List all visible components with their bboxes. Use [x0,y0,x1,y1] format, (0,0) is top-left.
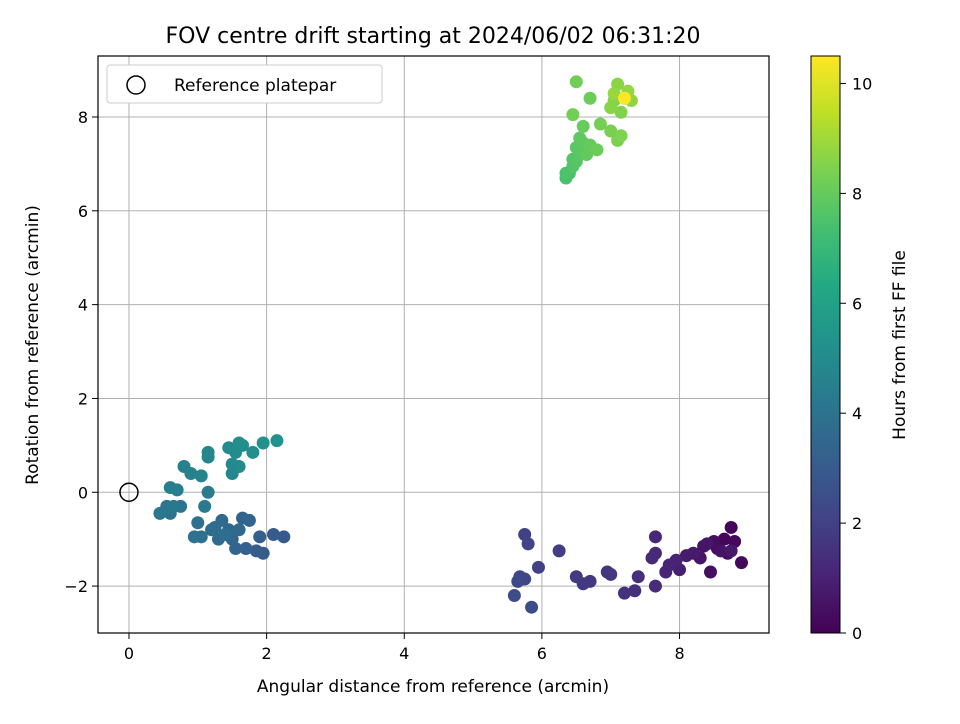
data-point [242,513,256,527]
data-point [511,574,525,588]
x-tick-label: 2 [262,644,272,663]
colorbar: 0 2 4 6 8 10 Hours from first FF file [810,55,910,643]
data-point [270,434,284,448]
data-point [201,485,215,499]
data-point [184,467,198,481]
data-point [645,551,659,565]
colorbar-gradient [810,55,841,634]
data-point [714,544,728,558]
data-point [253,530,267,544]
data-point [163,481,177,495]
data-point [507,588,521,602]
data-point [232,436,246,450]
data-point [531,560,545,574]
legend-box [106,64,383,104]
data-point [239,542,253,556]
data-point [218,527,232,541]
data-point [593,117,607,131]
data-point [734,556,748,570]
y-tick-label: 4 [78,296,88,315]
data-point [614,129,628,143]
data-point [205,523,219,537]
data-point [277,530,291,544]
data-point [552,544,566,558]
x-tick-label: 8 [674,644,684,663]
data-point [521,537,535,551]
colorbar-label: Hours from first FF file [890,250,910,440]
data-point [194,469,208,483]
data-point [153,506,167,520]
y-tick-label: −2 [64,577,88,596]
data-point [576,119,590,133]
colorbar-tick-label: 10 [852,74,872,93]
data-point [167,499,181,513]
colorbar-tick-label: 4 [852,404,862,423]
x-axis-ticks: 0 2 4 6 8 [124,633,685,663]
data-point [600,565,614,579]
data-point [246,445,260,459]
colorbar-tick-label: 6 [852,294,862,313]
data-point [679,549,693,563]
data-point [604,124,618,138]
y-tick-label: 0 [78,483,88,502]
data-point [569,75,583,89]
y-axis-label: Rotation from reference (arcmin) [23,205,43,485]
data-point [614,105,628,119]
data-point [232,459,246,473]
data-point [631,570,645,584]
y-tick-label: 6 [78,202,88,221]
data-point [659,565,673,579]
data-point [187,530,201,544]
data-point [648,579,662,593]
data-point [724,544,738,558]
colorbar-tick-label: 2 [852,514,862,533]
data-point [628,584,642,598]
data-point [704,565,718,579]
y-tick-label: 8 [78,108,88,127]
data-point [249,544,263,558]
data-point [648,530,662,544]
data-point [569,570,583,584]
data-point [201,445,215,459]
data-point [724,520,738,534]
legend-entry-reference: Reference platepar [174,76,336,96]
x-tick-label: 4 [399,644,409,663]
colorbar-ticks: 0 2 4 6 8 10 [840,74,872,643]
plot-frame [97,55,770,634]
y-axis-ticks: −2 0 2 4 6 8 [64,108,98,596]
colorbar-tick-label: 8 [852,184,862,203]
data-point [607,87,621,101]
colorbar-tick-label: 0 [852,624,862,643]
data-point [256,436,270,450]
data-point [232,523,246,537]
data-point [590,143,604,157]
x-tick-label: 0 [124,644,134,663]
legend-marker-icon [126,75,146,95]
data-point [525,600,539,614]
data-point [717,532,731,546]
data-point [617,91,631,105]
chart-title: FOV centre drift starting at 2024/06/02 … [166,24,701,49]
plot-area [98,56,769,633]
data-point [191,516,205,530]
data-point [583,91,597,105]
data-point [266,527,280,541]
data-point [566,108,580,122]
x-axis-label: Angular distance from reference (arcmin) [257,677,609,697]
data-point [604,101,618,115]
data-point [617,586,631,600]
legend: Reference platepar [106,64,383,104]
reference-platepar-marker [119,482,139,503]
y-tick-label: 2 [78,389,88,408]
x-tick-label: 6 [537,644,547,663]
data-point [198,499,212,513]
data-point [700,537,714,551]
data-points [153,75,748,614]
